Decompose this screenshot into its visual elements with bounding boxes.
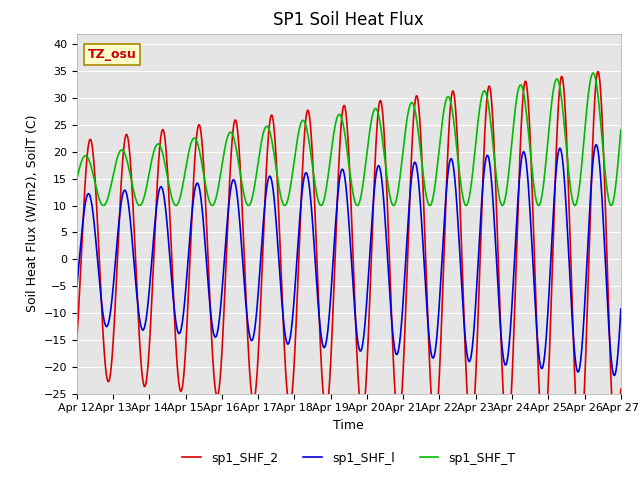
sp1_SHF_T <box>589 70 597 76</box>
sp1_SHF_T <box>73 176 81 182</box>
sp1_SHF_l <box>617 306 625 312</box>
sp1_SHF_l <box>135 311 143 317</box>
sp1_SHF_T <box>167 192 175 198</box>
Line: sp1_SHF_2: sp1_SHF_2 <box>77 72 621 449</box>
Y-axis label: Soil Heat Flux (W/m2), SoilT (C): Soil Heat Flux (W/m2), SoilT (C) <box>25 115 38 312</box>
sp1_SHF_l <box>167 271 175 276</box>
sp1_SHF_l <box>282 333 289 339</box>
Line: sp1_SHF_T: sp1_SHF_T <box>77 73 621 205</box>
sp1_SHF_2 <box>73 337 81 343</box>
sp1_SHF_2 <box>612 446 620 452</box>
X-axis label: Time: Time <box>333 419 364 432</box>
Text: TZ_osu: TZ_osu <box>88 48 136 61</box>
sp1_SHF_T <box>282 203 289 208</box>
sp1_SHF_2 <box>594 69 602 74</box>
sp1_SHF_2 <box>548 290 556 296</box>
sp1_SHF_T <box>548 100 556 106</box>
sp1_SHF_l <box>611 372 618 378</box>
sp1_SHF_2 <box>282 364 289 370</box>
sp1_SHF_2 <box>167 241 175 247</box>
sp1_SHF_l <box>592 142 600 148</box>
sp1_SHF_l <box>548 243 556 249</box>
sp1_SHF_2 <box>305 110 313 116</box>
sp1_SHF_l <box>305 181 313 187</box>
sp1_SHF_T <box>305 138 313 144</box>
Legend: sp1_SHF_2, sp1_SHF_l, sp1_SHF_T: sp1_SHF_2, sp1_SHF_l, sp1_SHF_T <box>177 447 520 469</box>
Line: sp1_SHF_l: sp1_SHF_l <box>77 145 621 375</box>
Title: SP1 Soil Heat Flux: SP1 Soil Heat Flux <box>273 11 424 29</box>
sp1_SHF_2 <box>135 325 143 331</box>
sp1_SHF_T <box>617 127 625 133</box>
sp1_SHF_2 <box>607 359 614 364</box>
sp1_SHF_2 <box>617 386 625 392</box>
sp1_SHF_T <box>135 203 143 208</box>
sp1_SHF_T <box>535 203 543 208</box>
sp1_SHF_l <box>607 346 614 351</box>
sp1_SHF_l <box>73 284 81 289</box>
sp1_SHF_T <box>607 202 614 208</box>
